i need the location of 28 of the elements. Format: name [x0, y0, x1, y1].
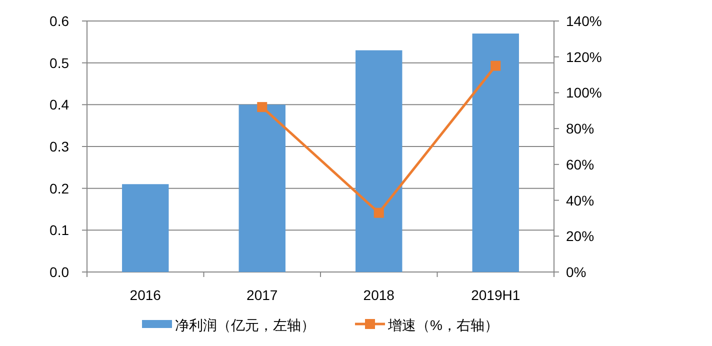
y2-tick-label: 80% [566, 120, 594, 137]
y2-tick-label: 20% [566, 228, 594, 244]
y2-tick-label: 120% [566, 48, 602, 65]
legend-label: 净利润（亿元，左轴） [175, 317, 315, 333]
bar [238, 104, 286, 272]
y2-tick-label: 60% [566, 156, 594, 172]
bar [122, 184, 169, 272]
y2-tick-label: 140% [566, 13, 602, 29]
bar [472, 34, 519, 272]
x-tick-label: 2017 [246, 287, 278, 303]
x-tick-label: 2016 [130, 287, 162, 303]
x-tick-label: 2019H1 [471, 287, 520, 303]
y-tick-label: 0.2 [50, 180, 70, 196]
y-tick-label: 0.5 [50, 54, 70, 71]
x-tick-label: 2018 [363, 287, 395, 303]
point [257, 102, 268, 112]
y2-tick-label: 100% [566, 84, 602, 101]
legend-label: 增速（%，右轴） [387, 317, 498, 333]
y2-tick-label: 40% [566, 192, 594, 208]
y-tick-label: 0.0 [50, 264, 70, 280]
y-tick-label: 0.6 [50, 13, 70, 29]
y2-tick-label: 0% [566, 264, 586, 280]
y-tick-label: 0.4 [50, 96, 70, 113]
y-tick-label: 0.1 [50, 222, 70, 238]
point [490, 60, 501, 71]
point [374, 208, 384, 218]
bar [356, 50, 402, 272]
y-tick-label: 0.3 [50, 138, 70, 154]
